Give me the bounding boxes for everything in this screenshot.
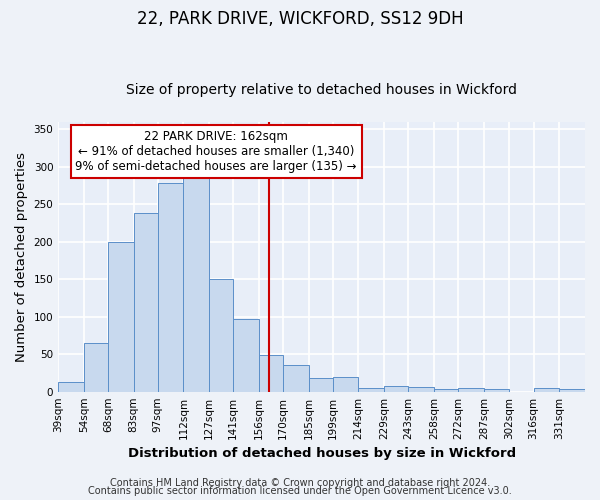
Bar: [333, 378, 358, 392]
Bar: [309, 378, 333, 392]
X-axis label: Distribution of detached houses by size in Wickford: Distribution of detached houses by size …: [128, 447, 515, 460]
Bar: [358, 388, 384, 392]
Bar: [108, 242, 134, 392]
Bar: [434, 390, 458, 392]
Bar: [559, 390, 585, 392]
Bar: [533, 388, 559, 392]
Bar: [283, 366, 309, 392]
Bar: [158, 184, 184, 392]
Bar: [408, 387, 434, 392]
Bar: [209, 279, 233, 392]
Bar: [233, 319, 259, 392]
Bar: [484, 390, 509, 392]
Y-axis label: Number of detached properties: Number of detached properties: [15, 152, 28, 362]
Bar: [84, 343, 108, 392]
Bar: [259, 355, 283, 392]
Title: Size of property relative to detached houses in Wickford: Size of property relative to detached ho…: [126, 83, 517, 97]
Text: Contains HM Land Registry data © Crown copyright and database right 2024.: Contains HM Land Registry data © Crown c…: [110, 478, 490, 488]
Bar: [184, 174, 209, 392]
Bar: [58, 382, 84, 392]
Bar: [134, 213, 158, 392]
Bar: [384, 386, 408, 392]
Text: 22 PARK DRIVE: 162sqm
← 91% of detached houses are smaller (1,340)
9% of semi-de: 22 PARK DRIVE: 162sqm ← 91% of detached …: [76, 130, 357, 173]
Bar: [458, 388, 484, 392]
Text: 22, PARK DRIVE, WICKFORD, SS12 9DH: 22, PARK DRIVE, WICKFORD, SS12 9DH: [137, 10, 463, 28]
Text: Contains public sector information licensed under the Open Government Licence v3: Contains public sector information licen…: [88, 486, 512, 496]
